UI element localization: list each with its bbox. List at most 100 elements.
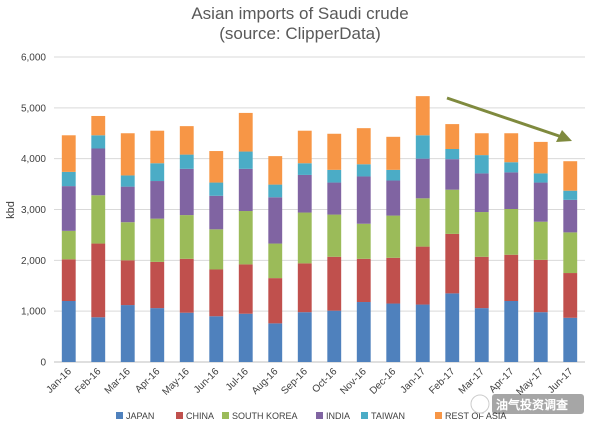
bar-segment xyxy=(120,186,135,223)
bar-segment xyxy=(563,161,578,191)
bar-segment xyxy=(415,198,430,247)
bar-segment xyxy=(563,317,578,362)
bar-segment xyxy=(504,208,519,255)
legend-item: SOUTH KOREA xyxy=(222,411,298,421)
bar-segment xyxy=(445,189,460,234)
bar-stack xyxy=(297,130,312,362)
bar-segment xyxy=(415,304,430,362)
bar-stack xyxy=(445,124,460,362)
bar-segment xyxy=(297,163,312,175)
legend-swatch xyxy=(361,412,368,419)
bar-stack xyxy=(268,156,283,362)
bar-segment xyxy=(179,258,194,313)
bar-stack xyxy=(356,128,371,362)
bar-segment xyxy=(238,112,253,152)
watermark-bg xyxy=(492,394,584,414)
bar-segment xyxy=(504,254,519,301)
bar-segment xyxy=(179,312,194,362)
y-tick-label: 0 xyxy=(40,358,46,369)
legend-item: JAPAN xyxy=(116,411,154,421)
bar-stack xyxy=(504,133,519,362)
legend-swatch xyxy=(176,412,183,419)
x-tick-label: Feb-17 xyxy=(427,366,457,396)
bar-segment xyxy=(474,155,489,174)
x-tick-label: Apr-17 xyxy=(487,366,516,395)
x-tick-label: Jun-16 xyxy=(192,366,222,396)
legend-label: JAPAN xyxy=(126,411,154,421)
bar-segment xyxy=(209,182,224,196)
bar-segment xyxy=(297,312,312,362)
chart-title: Asian imports of Saudi crude xyxy=(191,4,409,23)
bar-segment xyxy=(297,174,312,213)
bar-stack xyxy=(61,135,76,362)
bar-segment xyxy=(504,172,519,209)
bar-segment xyxy=(91,135,106,149)
bar-segment xyxy=(445,233,460,294)
bar-segment xyxy=(327,256,342,311)
bar-segment xyxy=(297,263,312,313)
bar-stacks xyxy=(61,96,578,362)
bar-segment xyxy=(150,308,165,362)
x-tick-label: Jun-17 xyxy=(546,366,576,396)
bar-segment xyxy=(563,273,578,318)
bar-segment xyxy=(563,190,578,200)
bar-segment xyxy=(268,156,283,185)
bar-segment xyxy=(327,169,342,183)
bar-segment xyxy=(268,323,283,362)
x-tick-label: Oct-16 xyxy=(310,366,339,395)
x-tick-label: Sep-16 xyxy=(279,366,310,397)
trend-arrow-line xyxy=(446,96,563,139)
watermark-logo-icon xyxy=(470,394,490,414)
bar-segment xyxy=(209,195,224,230)
trend-arrow xyxy=(446,96,572,142)
legend-swatch xyxy=(222,412,229,419)
bar-segment xyxy=(356,176,371,224)
bar-segment xyxy=(386,180,401,216)
bar-segment xyxy=(356,258,371,303)
bar-segment xyxy=(91,317,106,362)
bar-stack xyxy=(91,115,106,362)
bar-segment xyxy=(533,312,548,362)
bar-segment xyxy=(268,243,283,279)
bar-segment xyxy=(356,164,371,177)
bar-segment xyxy=(415,96,430,136)
bar-segment xyxy=(474,212,489,257)
x-tick-label: Apr-16 xyxy=(133,366,162,395)
x-tick-label: May-17 xyxy=(515,366,547,398)
x-tick-label: Jan-17 xyxy=(398,366,428,396)
bar-segment xyxy=(356,223,371,259)
bar-segment xyxy=(91,195,106,244)
x-tick-label: Mar-17 xyxy=(457,366,487,396)
bar-segment xyxy=(504,162,519,173)
bar-segment xyxy=(150,218,165,262)
bar-segment xyxy=(61,259,76,301)
bar-segment xyxy=(61,230,76,260)
y-tick-label: 6,000 xyxy=(21,53,46,64)
x-tick-label: Mar-16 xyxy=(103,366,133,396)
legend-label: TAIWAN xyxy=(371,411,405,421)
chart-subtitle: (source: ClipperData) xyxy=(219,24,381,43)
x-tick-label: Feb-16 xyxy=(73,366,103,396)
legend-swatch xyxy=(316,412,323,419)
bar-segment xyxy=(504,133,519,163)
bar-segment xyxy=(327,133,342,170)
x-tick-label: Jan-16 xyxy=(44,366,74,396)
bar-segment xyxy=(533,141,548,174)
y-axis-label: kbd xyxy=(5,201,17,219)
trend-arrow-head xyxy=(556,130,572,142)
bar-segment xyxy=(209,229,224,270)
bar-segment xyxy=(563,232,578,274)
bar-segment xyxy=(238,313,253,362)
bar-segment xyxy=(504,301,519,362)
y-tick-label: 4,000 xyxy=(21,154,46,165)
bar-stack xyxy=(179,126,194,362)
bar-stack xyxy=(533,141,548,362)
x-tick-label: May-16 xyxy=(161,366,193,398)
bar-segment xyxy=(209,316,224,362)
bar-segment xyxy=(533,182,548,222)
bar-segment xyxy=(120,260,135,306)
bar-segment xyxy=(209,269,224,317)
bar-segment xyxy=(474,173,489,213)
bar-stack xyxy=(563,161,578,362)
bar-segment xyxy=(120,175,135,187)
